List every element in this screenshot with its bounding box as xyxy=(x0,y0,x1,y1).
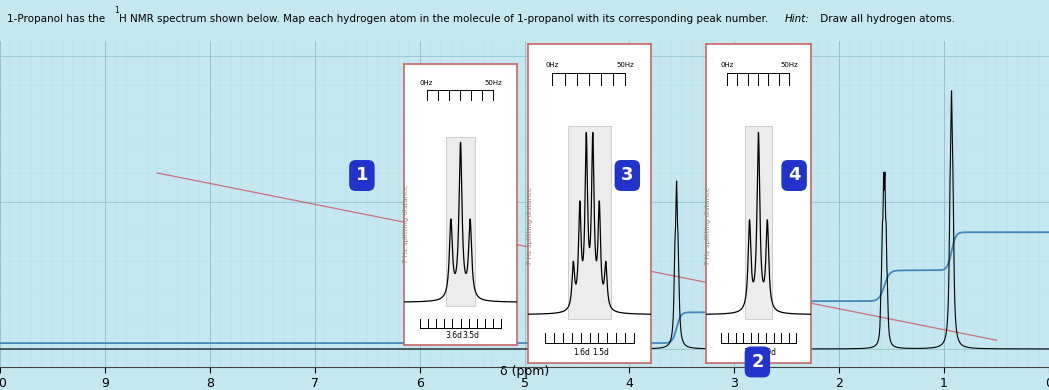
Text: 4: 4 xyxy=(788,167,800,184)
Text: 3: 3 xyxy=(621,167,634,184)
Text: 3.6d: 3.6d xyxy=(445,332,463,340)
FancyBboxPatch shape xyxy=(745,126,772,319)
Text: 2: 2 xyxy=(751,353,764,371)
FancyBboxPatch shape xyxy=(446,136,475,306)
Text: 1-Propanol has the: 1-Propanol has the xyxy=(7,14,109,24)
Text: 1.0d: 1.0d xyxy=(744,348,761,357)
Text: Draw all hydrogen atoms.: Draw all hydrogen atoms. xyxy=(817,14,956,24)
Text: 0.9d: 0.9d xyxy=(759,348,776,357)
Text: 0Hz: 0Hz xyxy=(545,62,559,68)
Text: 1.6d: 1.6d xyxy=(574,348,591,357)
Text: 7 Hz splitting distance: 7 Hz splitting distance xyxy=(705,187,710,265)
Text: 50Hz: 50Hz xyxy=(617,62,635,68)
Text: δ (ppm): δ (ppm) xyxy=(500,365,549,378)
Text: H NMR spectrum shown below. Map each hydrogen atom in the molecule of 1-propanol: H NMR spectrum shown below. Map each hyd… xyxy=(119,14,771,24)
FancyBboxPatch shape xyxy=(568,126,612,319)
Text: 3.5d: 3.5d xyxy=(463,332,479,340)
Text: 1: 1 xyxy=(356,167,368,184)
Text: 7 Hz splitting distance: 7 Hz splitting distance xyxy=(527,187,533,265)
Text: Hint:: Hint: xyxy=(785,14,810,24)
Text: 0Hz: 0Hz xyxy=(721,62,733,68)
Text: 1.5d: 1.5d xyxy=(593,348,609,357)
Text: 0Hz: 0Hz xyxy=(420,80,433,86)
Text: 7 Hz splitting distance: 7 Hz splitting distance xyxy=(403,185,408,263)
Text: 1: 1 xyxy=(113,6,119,15)
Text: 50Hz: 50Hz xyxy=(485,80,502,86)
Text: 50Hz: 50Hz xyxy=(780,62,797,68)
